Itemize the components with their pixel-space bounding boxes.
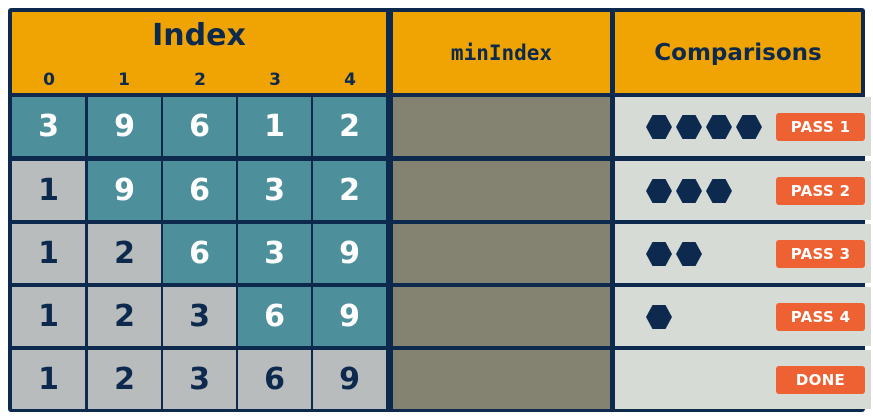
- array-cell-1: 9: [88, 97, 161, 156]
- min-index-cell: [393, 350, 610, 409]
- array-cell-3: 6: [238, 350, 311, 409]
- pass-badge: PASS 3: [776, 240, 865, 268]
- array-cell-4: 9: [313, 224, 386, 283]
- array-cell-1: 9: [88, 161, 161, 220]
- pass-badge: PASS 1: [776, 113, 865, 141]
- comparisons-cell: PASS 2: [615, 161, 871, 220]
- min-index-header: minIndex: [393, 12, 610, 93]
- array-cell-0: 3: [12, 97, 85, 156]
- array-cell-2: 6: [163, 161, 236, 220]
- array-cell-4: 2: [313, 161, 386, 220]
- array-cell-4: 2: [313, 97, 386, 156]
- pass-badge: DONE: [776, 366, 865, 394]
- comparisons-cell: PASS 3: [615, 224, 871, 283]
- pass-badge: PASS 2: [776, 177, 865, 205]
- hexagon-icon: [676, 179, 702, 203]
- array-cell-3: 1: [238, 97, 311, 156]
- min-index-cell: [393, 161, 610, 220]
- index-title: Index: [152, 18, 246, 53]
- index-number-3: 3: [269, 70, 281, 90]
- hexagon-icon: [646, 305, 672, 329]
- array-cell-1: 2: [88, 287, 161, 346]
- array-cell-2: 3: [163, 350, 236, 409]
- array-cell-1: 2: [88, 224, 161, 283]
- hexagon-icon: [736, 115, 762, 139]
- array-cell-0: 1: [12, 161, 85, 220]
- array-cell-0: 1: [12, 287, 85, 346]
- comparisons-cell: PASS 1: [615, 97, 871, 156]
- comparisons-header: Comparisons: [615, 12, 861, 93]
- hexagon-icon: [646, 115, 672, 139]
- array-cell-4: 9: [313, 350, 386, 409]
- min-index-cell: [393, 97, 610, 156]
- array-cell-2: 6: [163, 224, 236, 283]
- pass-badge: PASS 4: [776, 303, 865, 331]
- hexagon-icon: [706, 179, 732, 203]
- array-cell-1: 2: [88, 350, 161, 409]
- index-number-2: 2: [194, 70, 206, 90]
- array-cell-3: 3: [238, 224, 311, 283]
- hexagon-icon: [646, 179, 672, 203]
- index-number-4: 4: [344, 70, 356, 90]
- array-cell-2: 3: [163, 287, 236, 346]
- array-cell-0: 1: [12, 350, 85, 409]
- comparisons-cell: DONE: [615, 350, 871, 409]
- index-number-0: 0: [43, 70, 55, 90]
- index-header: Index 0 1 2 3 4: [12, 12, 386, 93]
- comparison-markers: [646, 241, 702, 267]
- array-cell-3: 3: [238, 161, 311, 220]
- hexagon-icon: [676, 115, 702, 139]
- comparisons-label: Comparisons: [654, 39, 822, 66]
- array-cell-2: 6: [163, 97, 236, 156]
- min-index-label: minIndex: [450, 40, 553, 65]
- min-index-cell: [393, 287, 610, 346]
- comparison-markers: [646, 178, 732, 204]
- array-cell-0: 1: [12, 224, 85, 283]
- comparison-markers: [646, 114, 762, 140]
- hexagon-icon: [706, 115, 732, 139]
- min-index-cell: [393, 224, 610, 283]
- comparisons-cell: PASS 4: [615, 287, 871, 346]
- hexagon-icon: [676, 242, 702, 266]
- array-cell-4: 9: [313, 287, 386, 346]
- hexagon-icon: [646, 242, 672, 266]
- index-number-1: 1: [118, 70, 130, 90]
- comparison-markers: [646, 304, 672, 330]
- array-cell-3: 6: [238, 287, 311, 346]
